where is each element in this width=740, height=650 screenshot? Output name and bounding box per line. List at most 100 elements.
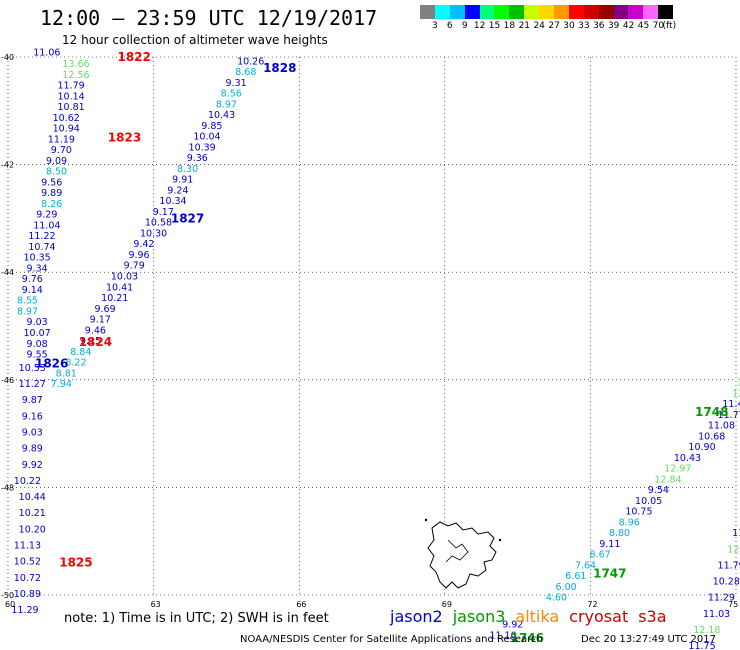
satellite-s3a: s3a [638, 607, 667, 626]
lat-tick-label: -48 [1, 483, 14, 492]
track-time-label: 1826 [35, 357, 68, 371]
scale-label: 9 [461, 21, 468, 31]
note-text: note: 1) Time is in UTC; 2) SWH is in fe… [64, 611, 329, 626]
track-time-label: 1824 [79, 335, 112, 349]
scale-label: 70 [652, 21, 665, 31]
swh-value: 10.30 [140, 228, 167, 239]
lon-tick-label: 69 [442, 600, 452, 609]
footer-credit: NOAA/NESDIS Center for Satellite Applica… [240, 634, 543, 645]
swh-value: 10.14 [57, 91, 84, 102]
swh-value: 11.27 [19, 379, 46, 390]
swh-value: 11.75 [688, 641, 715, 650]
swh-value: 10.04 [193, 132, 220, 143]
swh-value: 11.79 [718, 560, 740, 571]
swh-value: 9.76 [22, 274, 43, 285]
swh-value: 9.70 [51, 145, 72, 156]
swh-value: 10.05 [635, 496, 662, 507]
swh-value: 9.79 [124, 261, 145, 272]
scale-label: 21 [518, 21, 531, 31]
lat-tick-label: -42 [1, 161, 14, 170]
swh-value: 12.97 [664, 464, 691, 475]
swh-value: 10.94 [53, 124, 80, 135]
swh-value: 9.54 [648, 485, 669, 496]
swh-value: 10.81 [57, 102, 84, 113]
swh-value: 9.92 [502, 620, 523, 631]
swh-value: 9.46 [85, 325, 106, 336]
lon-tick-label: 75 [728, 600, 738, 609]
color-scale-labels: 3 6 9 12 15 18 21 24 27 30 33 36 39 42 45 70 (ft) [420, 21, 676, 33]
swh-value: 11.19 [48, 134, 75, 145]
satellite-legend: jason2 jason3 altika cryosat s3a [390, 607, 677, 626]
swh-value: 10.58 [145, 218, 172, 229]
swh-value: 9.42 [133, 239, 154, 250]
scale-label: 30 [563, 21, 575, 31]
scale-swatch [568, 5, 584, 19]
scale-swatch [628, 5, 644, 19]
swh-value: 10.41 [106, 282, 133, 293]
swh-value: 10.20 [19, 524, 46, 535]
swh-value: 10.07 [24, 328, 51, 339]
island-bay [445, 539, 469, 563]
island-shape [427, 521, 497, 589]
swh-value: 10.68 [698, 431, 725, 442]
lon-tick-label: 72 [587, 600, 597, 609]
swh-value: 7.94 [51, 379, 72, 390]
swh-value: 9.15 [80, 336, 101, 347]
swh-value: 9.29 [36, 210, 57, 221]
swh-value: 10.35 [24, 253, 51, 264]
swh-value: 8.30 [177, 164, 198, 175]
scale-label: 45 [637, 21, 650, 31]
lat-tick-label: -44 [1, 268, 14, 277]
swh-value: 12.18 [693, 625, 720, 636]
swh-value: 8.81 [56, 368, 77, 379]
swh-value: 10.90 [688, 442, 715, 453]
swh-value: 11.08 [708, 421, 735, 432]
swh-value: 6.00 [556, 582, 577, 593]
swh-value: 8.50 [46, 167, 67, 178]
swh-value: 9.03 [27, 317, 48, 328]
swh-value: 8.26 [41, 199, 62, 210]
scale-label: 39 [607, 21, 620, 31]
swh-value: 12.60 [732, 388, 740, 399]
lat-tick-label: -50 [1, 591, 14, 600]
swh-value: 8.84 [70, 347, 91, 358]
scale-label: 27 [548, 21, 560, 31]
scale-label: 33 [578, 21, 590, 31]
swh-value: 10.21 [19, 508, 46, 519]
swh-value: 12.36 [727, 544, 740, 555]
scale-swatch [658, 5, 674, 19]
scale-swatch [598, 5, 614, 19]
lat-lon-grid [7, 56, 737, 596]
swh-value: 10.52 [14, 557, 41, 568]
swh-value: 11.03 [703, 609, 730, 620]
track-time-label: 1823 [108, 131, 141, 145]
scale-swatch [583, 5, 599, 19]
swh-value: 8.22 [65, 358, 86, 369]
kerguelen-island-outline [424, 518, 502, 589]
swh-value: 9.87 [22, 395, 43, 406]
swh-value: 9.96 [128, 250, 149, 261]
scale-swatch [449, 5, 465, 19]
swh-value: 10.44 [19, 492, 46, 503]
swh-value: 11.06 [33, 48, 60, 59]
swh-value: 12.84 [654, 474, 681, 485]
swh-value: 10.62 [53, 113, 80, 124]
swh-value: 8.97 [216, 99, 237, 110]
scale-label: 3 [432, 21, 438, 31]
swh-value: 10.53 [19, 363, 46, 374]
swh-value: 9.11 [599, 539, 620, 550]
swh-value: 10.75 [625, 507, 652, 518]
swh-value: 9.56 [41, 177, 62, 188]
swh-value: 10.28 [713, 577, 740, 588]
satellite-jason2: jason2 [390, 607, 443, 626]
swh-value: 10.43 [208, 110, 235, 121]
swh-value: 9.91 [172, 175, 193, 186]
satellite-jason3: jason3 [452, 607, 506, 626]
scale-swatch [494, 5, 510, 19]
lon-tick-label: 63 [151, 600, 161, 609]
track-time-label: 1747 [593, 566, 626, 580]
track-time-labels: 1822 1823 1827 1824 1826 1825 1828 1748 1747 1746 [35, 50, 728, 645]
scale-swatch [479, 5, 495, 19]
